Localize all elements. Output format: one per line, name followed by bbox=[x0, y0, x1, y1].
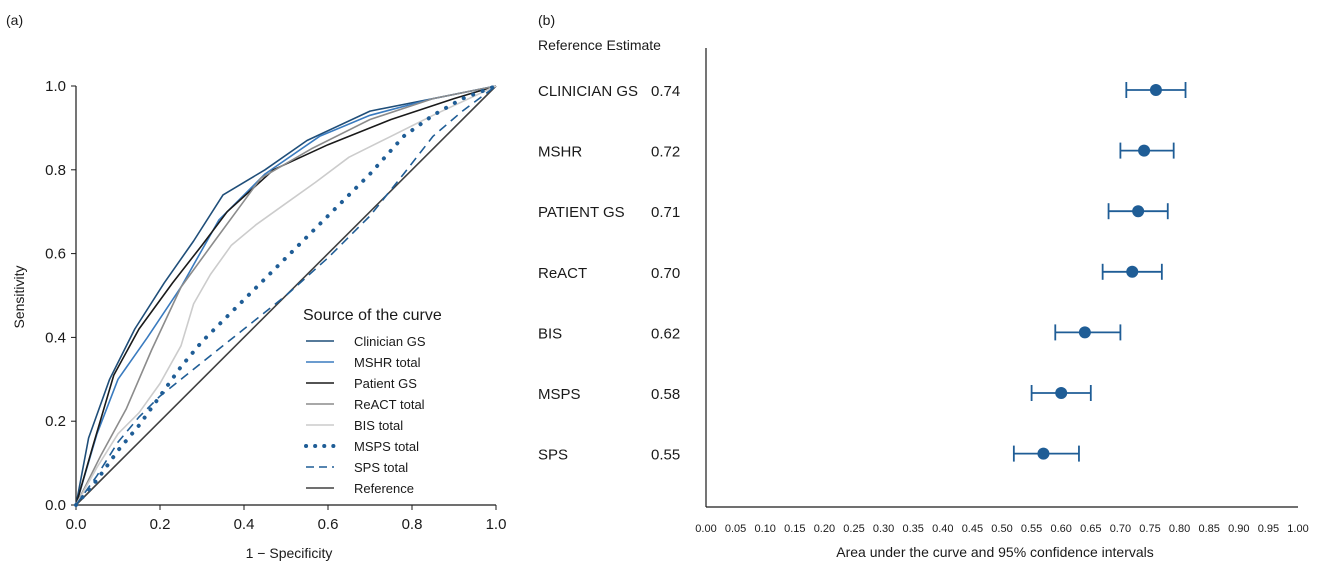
forest-axes: 0.00 0.05 0.10 0.15 0.20 0.25 0.30 0.35 0.40 0.45… bbox=[695, 48, 1309, 535]
forest-rows: CLINICIAN GS 0.74 MSHR 0.72 PATIENT GS 0.71 Re… bbox=[538, 82, 1187, 464]
forest-x-tick-label: 0.00 bbox=[695, 523, 716, 535]
forest-x-tick-label: 0.25 bbox=[843, 523, 864, 535]
point-estimate bbox=[1138, 144, 1151, 157]
panel-a-label: (a) bbox=[6, 12, 23, 28]
forest-x-tick-label: 0.55 bbox=[1021, 523, 1042, 535]
forest-x-tick-label: 0.05 bbox=[725, 523, 746, 535]
roc-y-axis-label: Sensitivity bbox=[11, 265, 27, 328]
point-estimate bbox=[1055, 387, 1068, 399]
forest-x-tick-label: 0.65 bbox=[1080, 523, 1101, 535]
forest-row-estimate: 0.55 bbox=[651, 447, 680, 464]
roc-x-tick-label: 0.2 bbox=[150, 516, 171, 533]
forest-x-tick-label: 0.60 bbox=[1050, 523, 1071, 535]
forest-x-tick-label: 0.90 bbox=[1228, 523, 1249, 535]
legend-label: SPS total bbox=[354, 460, 408, 475]
forest-row-label: CLINICIAN GS bbox=[538, 83, 638, 100]
forest-row-label: ReACT bbox=[538, 265, 587, 282]
panel-b-label: (b) bbox=[538, 12, 555, 28]
legend-label: BIS total bbox=[354, 418, 403, 433]
roc-y-tick-label: 1.0 bbox=[45, 78, 66, 95]
roc-y-tick-label: 0.0 bbox=[45, 497, 66, 514]
forest-x-axis-label: Area under the curve and 95% confidence … bbox=[836, 544, 1154, 560]
forest-row-label: MSHR bbox=[538, 144, 582, 161]
point-estimate bbox=[1126, 265, 1139, 278]
point-estimate bbox=[1037, 447, 1050, 460]
roc-x-tick-label: 0.6 bbox=[318, 516, 339, 533]
roc-legend: Source of the curve Clinician GS MSHR tot… bbox=[303, 307, 442, 496]
roc-panel: (a) Sensitivity 1 − Specificity 0.0 0.2 0.… bbox=[6, 12, 506, 561]
roc-x-tick-label: 0.8 bbox=[402, 516, 423, 533]
roc-curve-reference bbox=[75, 85, 497, 506]
legend-label: MSHR total bbox=[354, 355, 421, 370]
forest-x-tick-label: 0.15 bbox=[784, 523, 805, 535]
roc-y-tick-label: 0.2 bbox=[45, 413, 66, 430]
legend-label: ReACT total bbox=[354, 397, 425, 412]
forest-x-tick-label: 1.00 bbox=[1287, 523, 1308, 535]
roc-curve-clinician-gs bbox=[75, 85, 497, 506]
point-estimate bbox=[1132, 205, 1145, 218]
roc-curve-bis-total bbox=[75, 85, 497, 506]
roc-x-tick-label: 0.4 bbox=[234, 516, 255, 533]
roc-series bbox=[74, 84, 498, 507]
forest-row-estimate: 0.62 bbox=[651, 325, 680, 342]
forest-row-estimate: 0.71 bbox=[651, 204, 680, 221]
forest-x-tick-label: 0.95 bbox=[1258, 523, 1279, 535]
roc-axes: 0.0 0.2 0.4 0.6 0.8 1.0 0.0 0.2 0.4 0.6 0.8 1.0 bbox=[45, 78, 506, 533]
forest-row-estimate: 0.72 bbox=[651, 144, 680, 161]
forest-x-tick-label: 0.80 bbox=[1169, 523, 1190, 535]
forest-x-tick-label: 0.30 bbox=[873, 523, 894, 535]
roc-curve-patient-gs bbox=[75, 85, 497, 506]
forest-x-tick-label: 0.10 bbox=[754, 523, 775, 535]
forest-row-label: BIS bbox=[538, 325, 562, 342]
forest-x-tick-label: 0.40 bbox=[932, 523, 953, 535]
roc-curve-mshr-total bbox=[75, 85, 497, 506]
legend-label: MSPS total bbox=[354, 439, 419, 454]
roc-y-tick-label: 0.6 bbox=[45, 246, 66, 263]
forest-row-label: MSPS bbox=[538, 386, 581, 403]
forest-x-tick-label: 0.35 bbox=[902, 523, 923, 535]
legend-label: Clinician GS bbox=[354, 334, 426, 349]
forest-x-tick-label: 0.85 bbox=[1198, 523, 1219, 535]
roc-curve-msps-total bbox=[74, 84, 498, 507]
legend-label: Patient GS bbox=[354, 376, 417, 391]
forest-x-tick-label: 0.50 bbox=[991, 523, 1012, 535]
roc-x-axis-label: 1 − Specificity bbox=[246, 545, 333, 561]
roc-x-tick-label: 0.0 bbox=[66, 516, 87, 533]
point-estimate bbox=[1149, 84, 1162, 96]
legend-label: Reference bbox=[354, 481, 414, 496]
roc-y-tick-label: 0.8 bbox=[45, 162, 66, 179]
roc-curve-react-total bbox=[75, 85, 497, 506]
forest-panel: (b) Reference Estimate Area under the cu… bbox=[538, 12, 1309, 560]
forest-row-label: PATIENT GS bbox=[538, 204, 625, 221]
point-estimate bbox=[1078, 326, 1091, 339]
roc-y-tick-label: 0.4 bbox=[45, 329, 66, 346]
roc-x-tick-label: 1.0 bbox=[486, 516, 507, 533]
forest-row-estimate: 0.58 bbox=[651, 386, 680, 403]
forest-x-tick-label: 0.70 bbox=[1110, 523, 1131, 535]
legend-title: Source of the curve bbox=[303, 307, 442, 324]
forest-x-tick-label: 0.20 bbox=[814, 523, 835, 535]
forest-x-tick-label: 0.45 bbox=[962, 523, 983, 535]
forest-header: Reference Estimate bbox=[538, 37, 661, 53]
roc-curve-sps-total bbox=[75, 85, 497, 506]
forest-row-estimate: 0.70 bbox=[651, 265, 680, 282]
forest-x-tick-label: 0.75 bbox=[1139, 523, 1160, 535]
forest-row-label: SPS bbox=[538, 447, 568, 464]
forest-row-estimate: 0.74 bbox=[651, 83, 680, 100]
